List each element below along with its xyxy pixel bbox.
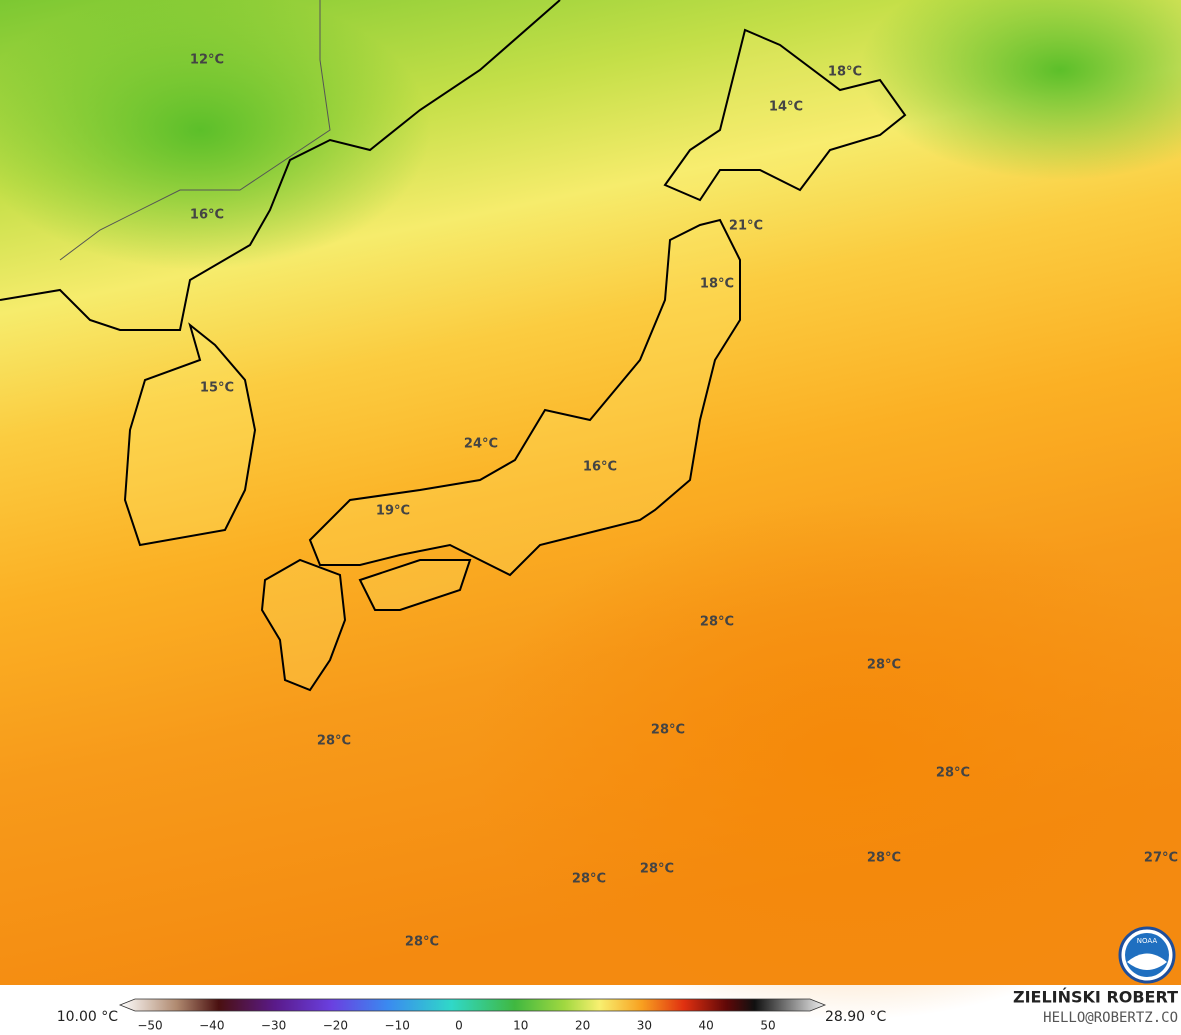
colorbar-tick-label: −10: [385, 1019, 410, 1033]
cool-area: [0, 0, 430, 270]
temp-label: 15°C: [200, 381, 234, 396]
temp-label: 18°C: [700, 277, 734, 292]
temp-label: 16°C: [583, 460, 617, 475]
warm-area: [470, 500, 1181, 1020]
colorbar-tick-label: −50: [137, 1019, 162, 1033]
coastline: [0, 0, 561, 331]
shikoku: [358, 559, 472, 611]
hokkaido: [663, 28, 907, 202]
colorbar-tick-label: 10: [513, 1019, 528, 1033]
colorbar-tick-label: 40: [699, 1019, 714, 1033]
temp-label: 28°C: [572, 872, 606, 887]
temp-label: 12°C: [190, 53, 224, 68]
cool-area: [860, 0, 1181, 180]
colorbar-tick-label: 0: [455, 1019, 463, 1033]
colorbar-tick-label: 50: [760, 1019, 775, 1033]
legend-max: 28.90 °C: [825, 1009, 887, 1025]
colorbar-tick-label: 30: [637, 1019, 652, 1033]
kyushu: [260, 558, 347, 692]
temp-label: 16°C: [190, 208, 224, 223]
temp-label: 28°C: [700, 615, 734, 630]
logo-text: NOAA: [1137, 937, 1158, 945]
colorbar-tick-label: −30: [261, 1019, 286, 1033]
border: [59, 0, 331, 261]
colorbar-tick-label: −20: [323, 1019, 348, 1033]
credit-email: HELLO@ROBERTZ.CO: [1043, 1010, 1178, 1026]
colorbar-tick-label: −40: [199, 1019, 224, 1033]
temp-label: 14°C: [769, 100, 803, 115]
temp-label: 27°C: [1144, 851, 1178, 866]
honshu: [308, 218, 741, 577]
temp-label: 18°C: [828, 65, 862, 80]
temp-label: 28°C: [867, 851, 901, 866]
temp-label: 28°C: [867, 658, 901, 673]
temp-label: 28°C: [651, 723, 685, 738]
temp-label: 24°C: [464, 437, 498, 452]
noaa-logo: NOAA: [1118, 926, 1176, 984]
colorbar-tick-label: 20: [575, 1019, 590, 1033]
korea: [123, 322, 257, 547]
temp-label: 19°C: [376, 504, 410, 519]
legend-min: 10.00 °C: [57, 1009, 119, 1025]
temp-label: 28°C: [405, 935, 439, 950]
colorbar: [118, 998, 827, 1012]
temp-label: 28°C: [936, 766, 970, 781]
temp-label: 28°C: [640, 862, 674, 877]
legend: 10.00 °C 28.90 °C −50 −40 −30 −20 −10 0 10 20 30…: [57, 998, 887, 1033]
credit-name: ZIELIŃSKI ROBERT: [1013, 988, 1178, 1007]
temp-label: 28°C: [317, 734, 351, 749]
temp-label: 21°C: [729, 219, 763, 234]
